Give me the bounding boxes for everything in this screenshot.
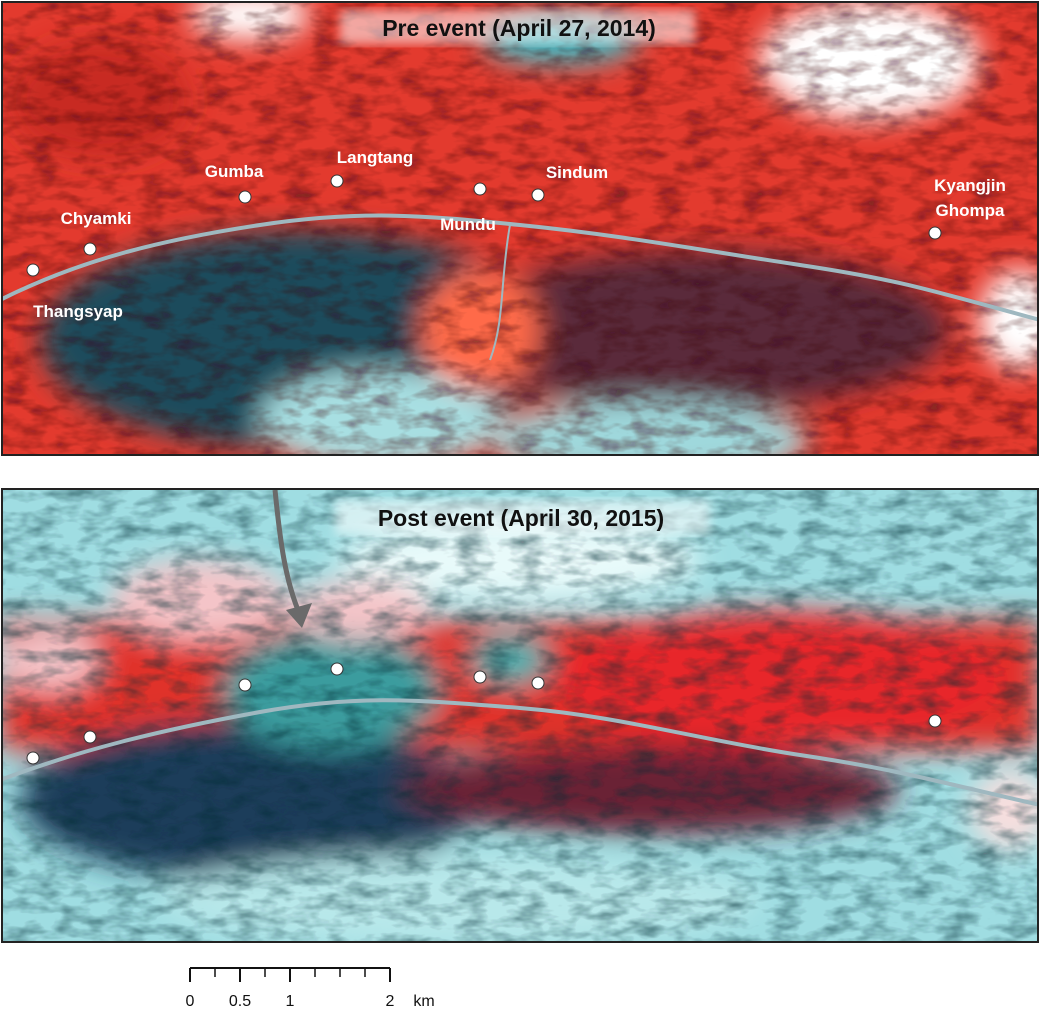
place-label: Sindum <box>546 163 608 182</box>
place-dot <box>83 242 97 256</box>
post-frame <box>1 488 1039 943</box>
place-dot <box>531 676 545 690</box>
pre-image <box>2 2 1038 455</box>
scale-unit: km <box>413 993 434 1010</box>
panel-title: Post event (April 30, 2015) <box>378 505 664 531</box>
place-label: Gumba <box>205 162 264 181</box>
place-dot <box>473 182 487 196</box>
pre-frame <box>1 1 1039 456</box>
place-label: Thangsyap <box>33 302 123 321</box>
place-label: Kyangjin <box>934 176 1006 195</box>
post-image <box>2 489 1038 942</box>
place-label: Chyamki <box>61 209 132 228</box>
place-label: Mundu <box>440 215 496 234</box>
scale-label: 0.5 <box>229 993 251 1010</box>
place-dot <box>83 730 97 744</box>
scale-label: 0 <box>186 993 195 1010</box>
places: Thangsyap Chyamki Gumba Langtang Mundu Sindum… <box>26 148 1006 765</box>
scale-label: 1 <box>286 993 295 1010</box>
place-dot <box>330 662 344 676</box>
place-dot <box>238 678 252 692</box>
panel-title: Pre event (April 27, 2014) <box>382 15 656 41</box>
place-dot <box>26 751 40 765</box>
place-dot <box>928 226 942 240</box>
place-dot <box>26 263 40 277</box>
place-dot <box>330 174 344 188</box>
scale-bar: km 0 0.5 1 2 <box>186 967 435 1010</box>
place-dot <box>473 670 487 684</box>
place-label: Ghompa <box>936 201 1005 220</box>
place-label: Langtang <box>337 148 414 167</box>
place-dot <box>238 190 252 204</box>
place-dot <box>531 188 545 202</box>
place-dot <box>928 714 942 728</box>
scale-label: 2 <box>386 993 395 1010</box>
